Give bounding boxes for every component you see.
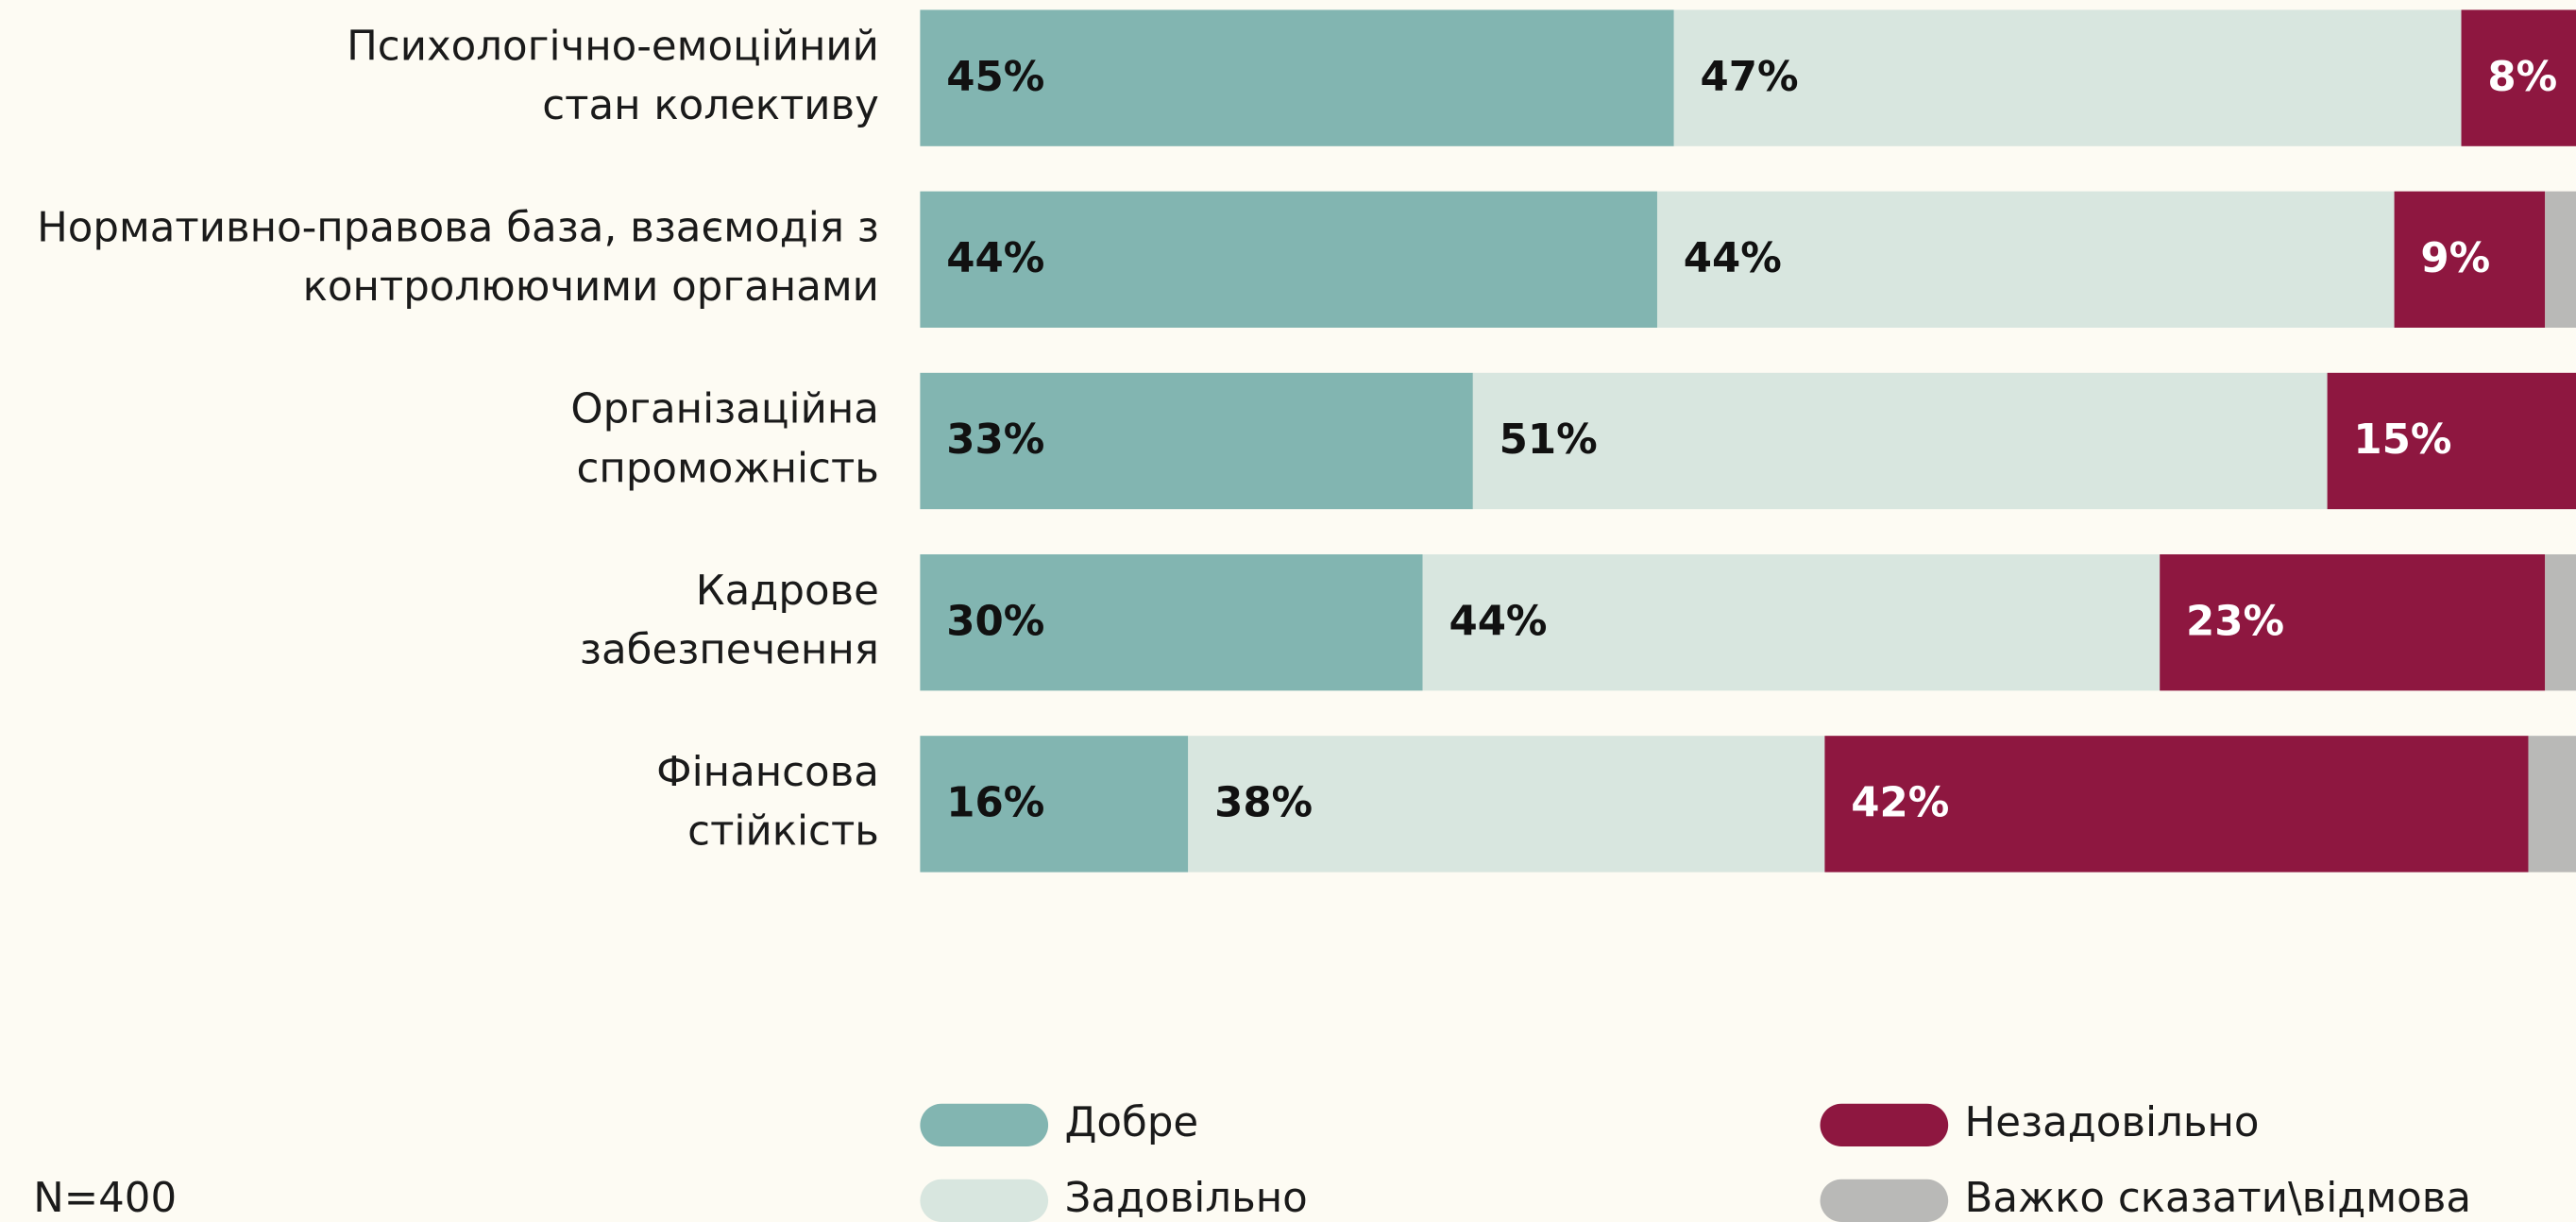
bar-segment [1472,372,2328,510]
bar-segment [2394,191,2546,328]
value-label: 38% [1214,780,1313,827]
value-label: 51% [1500,416,1598,464]
legend-label: Задовільно [1064,1175,1307,1222]
bar-segment [2461,9,2576,146]
bar-segment [1422,553,2161,691]
value-label: 16% [946,780,1044,827]
legend-swatch [920,1179,1049,1222]
legend-swatch [920,1103,1049,1146]
category-label: Фінансова стійкість [656,749,879,856]
bar-segment [920,736,1189,873]
bar-segment [920,191,1657,328]
bar-segment [920,372,1473,510]
bar-segment [2545,191,2576,328]
value-label: 44% [946,235,1044,282]
category-label: Організаційна спроможність [570,385,879,492]
value-label: 9% [2420,235,2490,282]
legend-label: Важко сказати\відмова [1965,1175,2471,1222]
legend-swatch [1820,1179,1949,1222]
value-label: 8% [2487,54,2557,101]
value-label: 33% [946,416,1044,464]
value-label: 44% [1449,598,1547,645]
value-label: 44% [1684,235,1782,282]
value-label: 15% [2353,416,2451,464]
bar-segment [1673,9,2462,146]
value-label: 42% [1851,780,1949,827]
bar-segment [1824,736,2529,873]
bar-segment [2327,372,2576,510]
legend-label: Добре [1064,1099,1198,1146]
bar-segment [2528,736,2576,873]
bar-segment [2160,553,2546,691]
category-label: Психологічно-емоційний стан колективу [347,23,879,129]
bar-segment [1188,736,1825,873]
bar-segment [920,553,1423,691]
value-label: 45% [946,54,1044,101]
category-label: Кадрове забезпечення [580,567,879,673]
sample-size-note: N=400 [33,1175,177,1222]
category-label: Нормативно-правова база, взаємодія з конт… [37,204,879,311]
value-label: 47% [1701,54,1799,101]
bar-segment [2545,553,2576,691]
legend-swatch [1820,1103,1949,1146]
legend-label: Незадовільно [1965,1099,2260,1146]
bar-segment [1656,191,2395,328]
value-label: 23% [2186,598,2284,645]
bar-segment [920,9,1674,146]
value-label: 30% [946,598,1044,645]
